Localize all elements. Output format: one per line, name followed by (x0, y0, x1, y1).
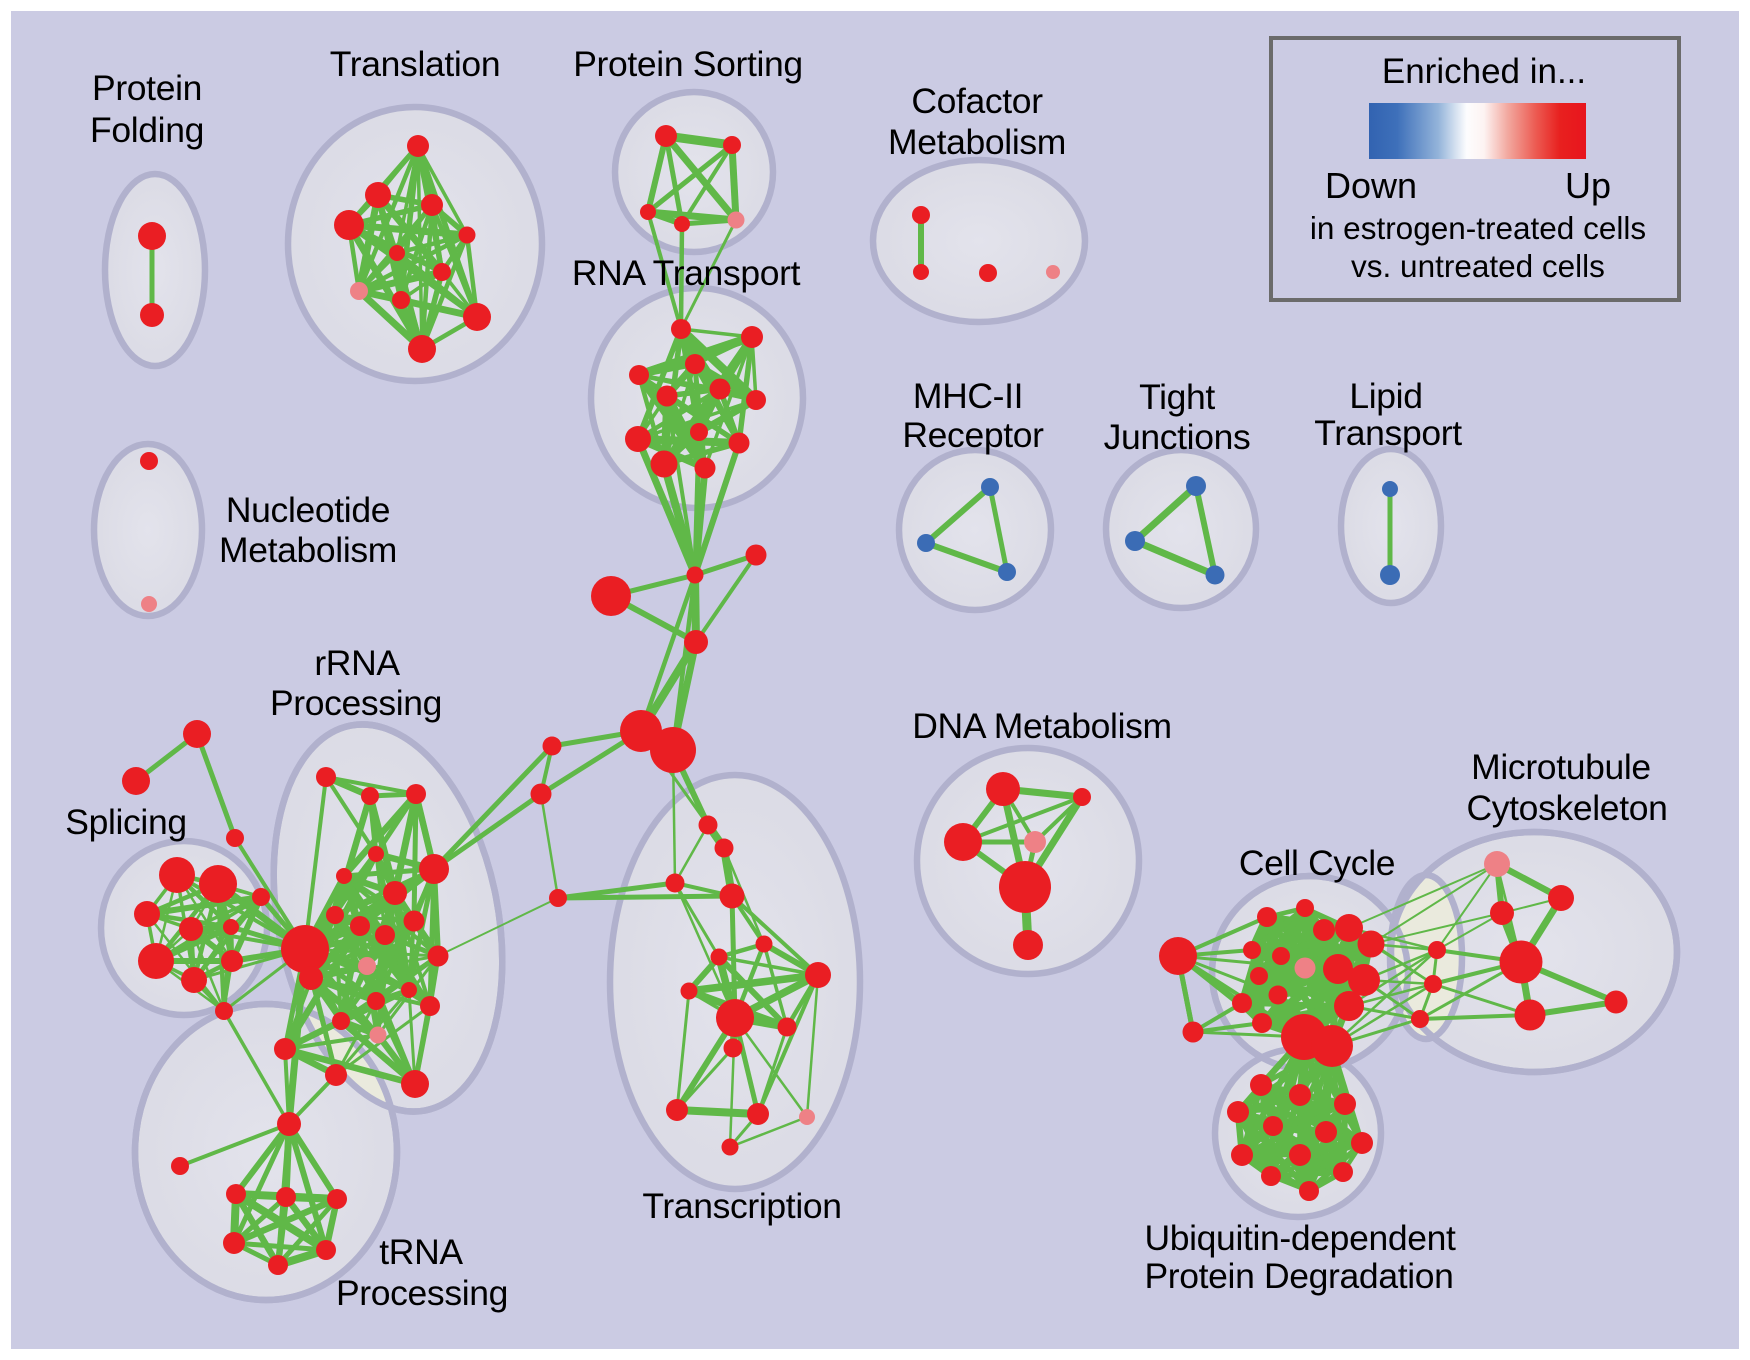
svg-text:Enriched in...: Enriched in... (1382, 52, 1586, 91)
svg-text:Metabolism: Metabolism (219, 530, 397, 570)
svg-text:Cytoskeleton: Cytoskeleton (1466, 788, 1667, 828)
svg-text:Cofactor: Cofactor (911, 81, 1043, 121)
svg-text:Splicing: Splicing (65, 802, 187, 842)
svg-text:Metabolism: Metabolism (888, 122, 1066, 162)
svg-text:Transport: Transport (1314, 413, 1462, 453)
svg-text:vs. untreated cells: vs. untreated cells (1351, 248, 1605, 284)
svg-text:Nucleotide: Nucleotide (226, 490, 390, 530)
svg-text:Protein: Protein (92, 68, 202, 108)
svg-text:Lipid: Lipid (1349, 376, 1422, 416)
svg-text:Protein Sorting: Protein Sorting (573, 44, 803, 84)
svg-text:Protein Degradation: Protein Degradation (1144, 1256, 1453, 1296)
svg-text:tRNA: tRNA (379, 1232, 463, 1272)
svg-text:Transcription: Transcription (642, 1186, 841, 1226)
svg-text:Processing: Processing (336, 1273, 508, 1313)
svg-text:Folding: Folding (90, 110, 204, 150)
svg-text:Cell Cycle: Cell Cycle (1239, 843, 1395, 883)
svg-text:in estrogen-treated cells: in estrogen-treated cells (1310, 210, 1646, 246)
svg-text:RNA Transport: RNA Transport (572, 253, 801, 293)
svg-text:rRNA: rRNA (314, 643, 400, 683)
svg-text:Tight: Tight (1139, 377, 1215, 417)
svg-text:Ubiquitin-dependent: Ubiquitin-dependent (1144, 1218, 1456, 1258)
svg-text:MHC-II: MHC-II (913, 376, 1023, 416)
svg-text:Receptor: Receptor (902, 415, 1044, 455)
svg-text:Translation: Translation (330, 44, 500, 84)
svg-text:DNA Metabolism: DNA Metabolism (912, 706, 1171, 746)
svg-text:Junctions: Junctions (1104, 417, 1251, 457)
svg-text:Down: Down (1325, 165, 1417, 206)
svg-text:Microtubule: Microtubule (1471, 747, 1651, 787)
svg-text:Up: Up (1565, 165, 1611, 206)
svg-text:Processing: Processing (270, 683, 442, 723)
